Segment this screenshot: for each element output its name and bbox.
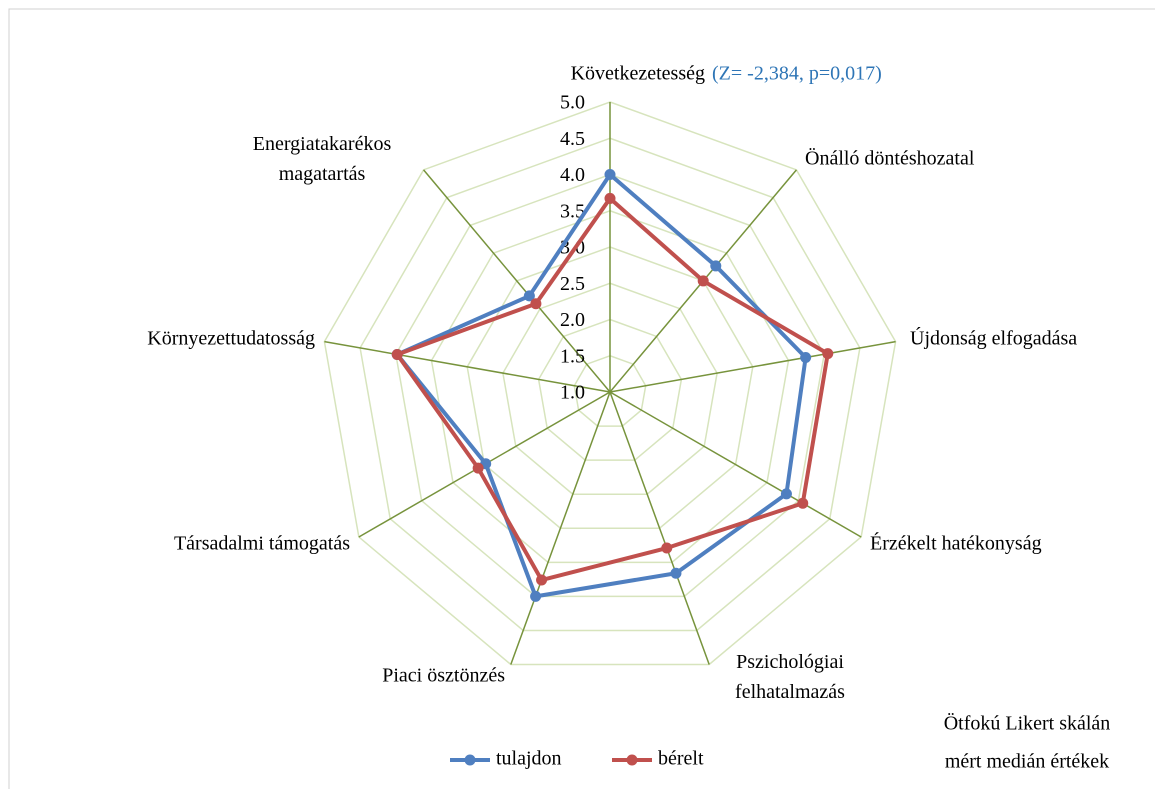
point [670,567,682,579]
point [604,192,616,204]
point [391,348,403,360]
category-label: Következetesség [571,63,705,85]
tick-label: 4.5 [560,128,585,150]
tick-label: 3.5 [560,200,585,222]
category-label: Társadalmi támogatás [174,533,350,555]
point [472,462,484,474]
grid-ring [502,282,718,495]
legend-label: tulajdon [496,748,562,770]
category-label: Újdonság elfogadása [910,326,1077,350]
tick-label: 5.0 [560,92,585,114]
grid-ring [359,137,861,632]
point [661,542,673,554]
spoke [510,391,611,665]
point [697,275,709,287]
tick-label: 2.0 [560,309,585,331]
grid-ring [537,318,683,461]
annotation: (Z= -2,384, p=0,017) [712,63,882,85]
grid-ring [323,101,897,666]
legend-marker [626,754,638,766]
point [780,488,792,500]
point [604,169,616,180]
spoke [609,391,862,538]
frame [8,8,1155,789]
category-label: Piaci ösztönzés [382,665,505,687]
spoke [324,340,611,393]
tick-label: 4.0 [560,164,585,186]
spoke [609,391,710,665]
point [710,260,722,272]
spoke [423,169,611,393]
legend-label: bérelt [658,748,704,770]
tick-label: 1.0 [560,382,585,404]
caption: Ötfokú Likert skálán [944,712,1111,735]
point [797,497,809,509]
point [536,574,548,586]
category-label: Energiatakarékos magatartás [253,133,392,185]
grid-ring [573,354,647,427]
grid-ring [395,173,825,598]
series-line [395,196,830,583]
tick-label: 1.5 [560,345,585,367]
point [822,348,834,360]
category-label: Érzékelt hatékonyság [870,532,1042,555]
legend-marker [464,754,476,766]
caption: mért medián értékek [945,751,1109,773]
grid-ring [466,246,754,530]
category-label: Önálló döntéshozatal [805,147,975,170]
category-label: Pszichológiai felhatalmazás [735,651,845,703]
tick-label: 2.5 [560,273,585,295]
category-label: Környezettudatosság [147,328,315,350]
point [800,352,812,364]
point [530,590,542,602]
point [523,290,535,302]
point [530,298,542,310]
series-line [395,172,808,599]
spoke [609,340,896,393]
